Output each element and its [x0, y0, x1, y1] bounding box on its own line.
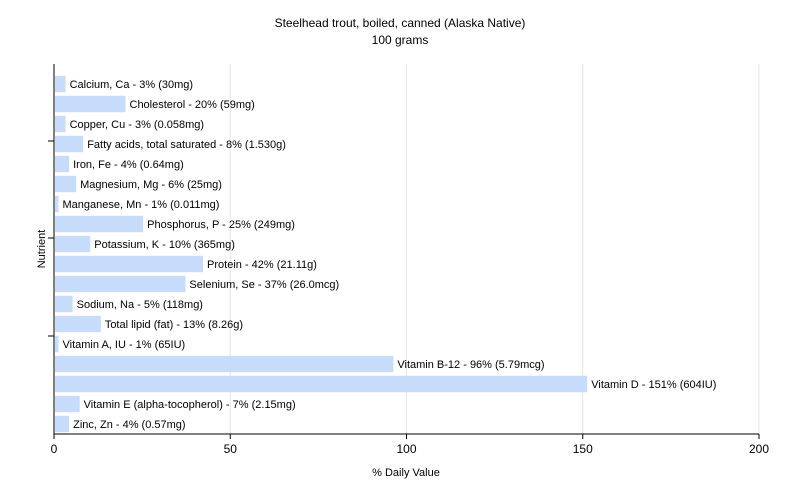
bar — [55, 175, 77, 193]
bar — [55, 275, 186, 293]
bar-label: Vitamin A, IU - 1% (65IU) — [63, 339, 186, 351]
bar — [55, 195, 59, 213]
bar-label: Magnesium, Mg - 6% (25mg) — [80, 179, 222, 191]
bar — [55, 335, 59, 353]
bar-label: Potassium, K - 10% (365mg) — [94, 239, 235, 251]
x-tick-label: 0 — [51, 442, 58, 456]
bar-label: Fatty acids, total saturated - 8% (1.530… — [87, 139, 286, 151]
bar — [55, 315, 101, 333]
bar-label: Vitamin D - 151% (604IU) — [591, 379, 716, 391]
x-axis-title: % Daily Value — [372, 467, 440, 479]
grid-lines — [229, 64, 760, 434]
bar-label: Protein - 42% (21.11g) — [207, 259, 317, 271]
bar — [55, 135, 84, 153]
bar — [55, 95, 126, 113]
bar — [55, 215, 144, 233]
bar-label: Calcium, Ca - 3% (30mg) — [70, 79, 193, 91]
bar-label: Cholesterol - 20% (59mg) — [130, 99, 255, 111]
bar-label: Vitamin B-12 - 96% (5.79mcg) — [397, 359, 544, 371]
chart-title: Steelhead trout, boiled, canned (Alaska … — [274, 16, 526, 30]
bar-label: Phosphorus, P - 25% (249mg) — [147, 219, 295, 231]
bar-label: Copper, Cu - 3% (0.058mg) — [70, 119, 205, 131]
bar — [55, 415, 70, 433]
bar-label: Selenium, Se - 37% (26.0mcg) — [189, 279, 339, 291]
bar — [55, 295, 73, 313]
bar-label: Iron, Fe - 4% (0.64mg) — [73, 159, 184, 171]
bar-series: Calcium, Ca - 3% (30mg) Cholesterol - 20%… — [55, 75, 716, 433]
chart-subtitle: 100 grams — [371, 33, 429, 47]
bar-label: Vitamin E (alpha-tocopherol) - 7% (2.15m… — [84, 399, 296, 411]
bar-label: Sodium, Na - 5% (118mg) — [77, 299, 203, 311]
bar-label: Manganese, Mn - 1% (0.011mg) — [63, 199, 220, 211]
y-axis-title: Nutrient — [36, 230, 48, 269]
x-tick-label: 200 — [749, 442, 769, 456]
bar — [55, 155, 70, 173]
bar — [55, 235, 91, 253]
bar — [55, 255, 204, 273]
bar — [55, 375, 588, 393]
bar-label: Zinc, Zn - 4% (0.57mg) — [73, 419, 185, 431]
x-tick-label: 150 — [573, 442, 593, 456]
bar-label: Total lipid (fat) - 13% (8.26g) — [105, 319, 243, 331]
x-tick-label: 50 — [224, 442, 238, 456]
bar — [55, 395, 80, 413]
bar — [55, 355, 394, 373]
x-tick-label: 100 — [396, 442, 416, 456]
bar — [55, 75, 66, 93]
bar — [55, 115, 66, 133]
axes: 0 50 100 150 200 — [48, 64, 769, 456]
